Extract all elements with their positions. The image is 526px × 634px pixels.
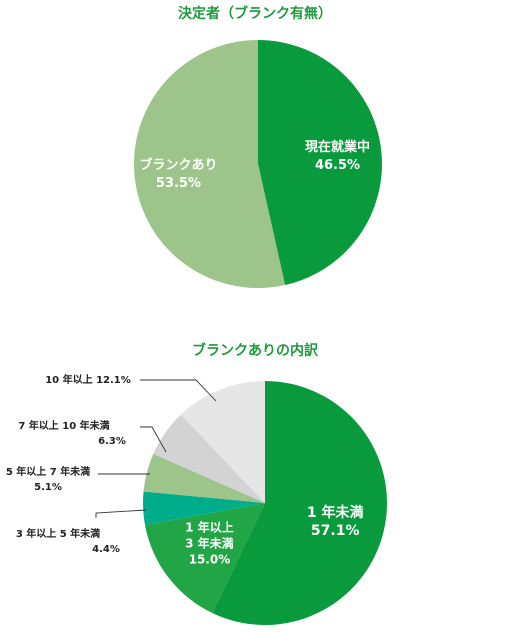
pie2-slice-1 bbox=[145, 503, 265, 614]
pie2-label-1-line-0: 1 年以上 bbox=[185, 520, 234, 535]
pie2-slice-4 bbox=[153, 414, 265, 503]
pie2-leader-4 bbox=[140, 426, 167, 453]
pie2-label-3: 5 年以上 7 年未満 bbox=[6, 465, 90, 478]
chart2-title: ブランクありの内訳 bbox=[192, 343, 318, 359]
pie2-slice-2 bbox=[142, 491, 265, 526]
pie1-value-1: 53.5% bbox=[156, 176, 201, 191]
pie2-label-0-line-1: 57.1% bbox=[311, 523, 360, 539]
pie2-label-4: 7 年以上 10 年未満 bbox=[18, 419, 109, 432]
pie2-label-0-line-0: 1 年未満 bbox=[307, 504, 364, 521]
pie1-slice-0 bbox=[258, 40, 382, 286]
pie1-slice-1 bbox=[133, 40, 286, 289]
pie2-label-1-line-2: 15.0% bbox=[189, 553, 231, 567]
pie2-leader-5 bbox=[140, 379, 217, 402]
pie2-slice-5 bbox=[180, 380, 265, 503]
pie2-label-1-line-1: 3 年未満 bbox=[185, 536, 234, 551]
pie2-leader-2 bbox=[95, 509, 147, 518]
pie2-value-2: 4.4% bbox=[92, 544, 120, 555]
pie2-value-3: 5.1% bbox=[34, 482, 62, 493]
pie2-label-5: 10 年以上 12.1% bbox=[45, 373, 131, 386]
pie2-slice-0 bbox=[212, 381, 387, 625]
pie1-value-0: 46.5% bbox=[315, 158, 360, 173]
pie1-label-0: 現在就業中 bbox=[305, 139, 370, 155]
pie1-label-1: ブランクあり bbox=[139, 157, 217, 173]
pie2-slice-3 bbox=[143, 453, 265, 503]
pie2-label-2: 3 年以上 5 年未満 bbox=[16, 527, 100, 540]
pie2-value-4: 6.3% bbox=[98, 436, 126, 447]
chart1-title: 決定者（ブランク有無） bbox=[178, 6, 332, 22]
